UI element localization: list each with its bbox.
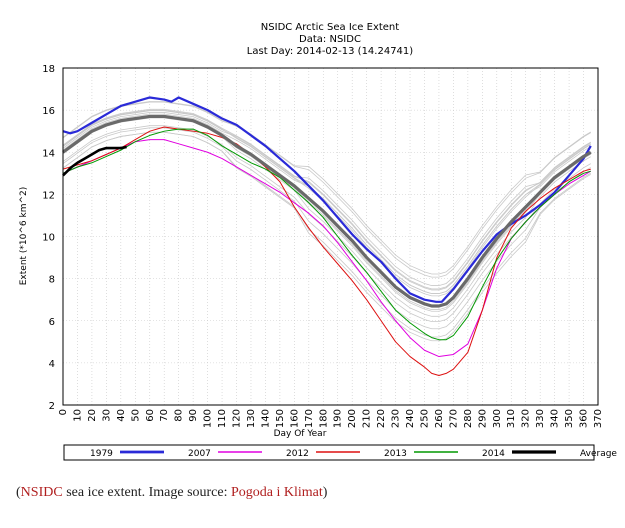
- series-line-2012: [62, 126, 591, 377]
- y-tick-label: 12: [42, 190, 55, 201]
- image-caption: (NSIDC sea ice extent. Image source: Pog…: [16, 485, 327, 501]
- plot-frame: [62, 67, 599, 406]
- x-tick-label: 70: [159, 409, 170, 422]
- background-year-line: [62, 110, 591, 290]
- x-axis-label: Day Of Year: [274, 429, 327, 439]
- legend-label: 1979: [90, 449, 113, 459]
- legend-label: 2014: [482, 449, 505, 459]
- x-tick-label: 90: [188, 409, 199, 422]
- series-line-average: [62, 114, 592, 308]
- x-tick-label: 200: [347, 409, 358, 428]
- series-layer: [62, 96, 592, 377]
- series-line-1979: [62, 96, 592, 303]
- x-tick-label: 160: [289, 409, 300, 428]
- x-tick-label: 130: [246, 409, 257, 428]
- x-tick-label: 110: [217, 409, 228, 428]
- caption-middle-text: sea ice extent. Image source:: [62, 485, 231, 500]
- legend-label: 2013: [384, 449, 407, 459]
- background-year-line: [62, 125, 591, 322]
- nsidc-link[interactable]: NSIDC: [20, 485, 63, 500]
- x-tick-label: 190: [333, 409, 344, 428]
- background-year-line: [62, 131, 591, 338]
- y-tick-label: 10: [42, 233, 55, 244]
- x-tick-label: 340: [550, 409, 561, 428]
- background-year-line: [62, 131, 591, 342]
- x-tick-label: 330: [535, 409, 546, 428]
- x-tick-label: 270: [448, 409, 459, 428]
- x-tick-label: 30: [101, 409, 112, 422]
- background-year-line: [62, 101, 591, 275]
- y-tick-label: 6: [49, 317, 55, 328]
- x-tick-label: 50: [130, 409, 141, 422]
- x-tick-label: 180: [318, 409, 329, 428]
- x-tick-label: 120: [232, 409, 243, 428]
- y-tick-label: 18: [42, 64, 55, 75]
- series-line-2007: [62, 139, 592, 358]
- x-tick-label: 210: [362, 409, 373, 428]
- y-tick-label: 16: [42, 106, 55, 117]
- x-tick-label: 80: [174, 409, 185, 422]
- y-tick-label: 14: [42, 148, 55, 159]
- legend-label: 2012: [286, 449, 309, 459]
- x-tick-label: 300: [492, 409, 503, 428]
- tick-layer: 0 10 20 30 40 50 60 70 80 90 100 110 120 130 140 150 160…: [42, 64, 604, 428]
- x-tick-label: 60: [145, 409, 156, 422]
- y-tick-label: 8: [49, 275, 55, 286]
- series-line-2014: [62, 145, 127, 177]
- x-tick-label: 220: [376, 409, 387, 428]
- x-tick-label: 370: [593, 409, 604, 428]
- x-tick-label: 100: [203, 409, 214, 428]
- x-tick-label: 280: [463, 409, 474, 428]
- pogoda-i-klimat-link[interactable]: Pogoda i Klimat: [231, 485, 323, 500]
- x-tick-label: 230: [391, 409, 402, 428]
- legend-label: Average: [580, 449, 617, 459]
- x-tick-label: 320: [521, 409, 532, 428]
- caption-open-paren: (: [16, 485, 21, 500]
- y-tick-label: 2: [49, 401, 55, 412]
- series-line-2013: [62, 128, 591, 341]
- x-tick-label: 140: [260, 409, 271, 428]
- y-tick-label: 4: [49, 359, 55, 370]
- background-year-line: [62, 101, 591, 278]
- x-tick-label: 20: [87, 409, 98, 422]
- x-tick-label: 0: [58, 409, 69, 415]
- x-tick-label: 260: [434, 409, 445, 428]
- chart-subtitle-data: Data: NSIDC: [299, 34, 361, 45]
- x-tick-label: 150: [275, 409, 286, 428]
- y-axis-label: Extent (*10^6 km^2): [19, 187, 29, 286]
- x-tick-label: 170: [304, 409, 315, 428]
- chart-title: NSIDC Arctic Sea Ice Extent: [261, 22, 399, 33]
- chart-subtitle-last-day: Last Day: 2014-02-13 (14.24741): [247, 46, 413, 57]
- legend: 1979 2007 2012 2013 2014 Average: [90, 449, 617, 459]
- x-tick-label: 10: [72, 409, 83, 422]
- background-year-line: [62, 112, 591, 286]
- x-tick-label: 360: [579, 409, 590, 428]
- x-tick-label: 290: [477, 409, 488, 428]
- x-tick-label: 250: [419, 409, 430, 428]
- legend-label: 2007: [188, 449, 211, 459]
- x-tick-label: 310: [506, 409, 517, 428]
- background-year-line: [62, 108, 591, 291]
- caption-close-paren: ): [322, 485, 328, 500]
- x-tick-label: 40: [116, 409, 127, 422]
- x-tick-label: 240: [405, 409, 416, 428]
- sea-ice-chart: NSIDC Arctic Sea Ice Extent Data: NSIDC …: [19, 22, 617, 461]
- x-tick-label: 350: [564, 409, 575, 428]
- background-year-line: [62, 113, 591, 294]
